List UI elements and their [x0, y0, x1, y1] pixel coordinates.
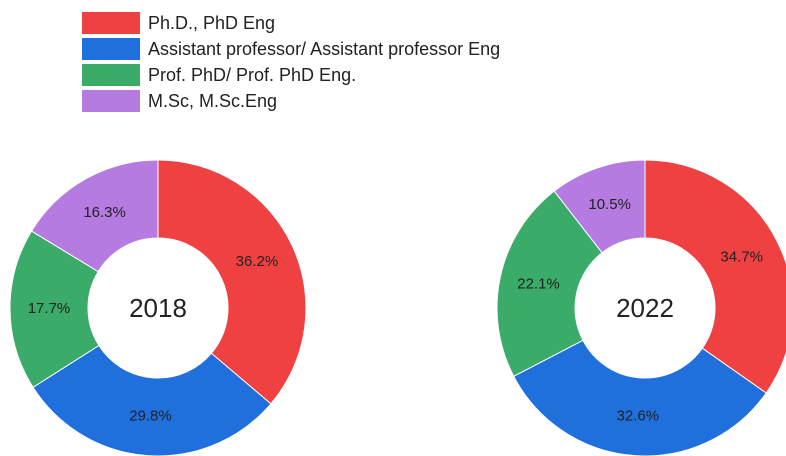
slice	[157, 159, 307, 405]
slice-label: 16.3%	[83, 204, 126, 221]
slice-label: 10.5%	[588, 196, 631, 213]
slice-label: 36.2%	[236, 253, 279, 270]
slice-label: 22.1%	[517, 276, 560, 293]
legend-label: Prof. PhD/ Prof. PhD Eng.	[148, 65, 356, 85]
slice	[496, 190, 603, 377]
slice	[553, 159, 646, 254]
legend-label: M.Sc, M.Sc.Eng	[148, 91, 277, 111]
legend-swatch	[82, 64, 140, 86]
slice-label: 32.6%	[617, 408, 660, 425]
legend-label: Ph.D., PhD Eng	[148, 13, 275, 33]
slice	[32, 344, 272, 456]
legend-label: Assistant professor/ Assistant professor…	[148, 39, 500, 59]
center-label: 2022	[616, 293, 674, 323]
legend-swatch	[82, 90, 140, 112]
slice	[644, 159, 786, 394]
slice-label: 34.7%	[720, 249, 763, 266]
slice-label: 29.8%	[129, 408, 172, 425]
slice-label: 17.7%	[28, 300, 71, 317]
slice	[30, 159, 159, 273]
legend-swatch	[82, 38, 140, 60]
legend-swatch	[82, 12, 140, 34]
center-label: 2018	[129, 293, 187, 323]
slice	[513, 339, 767, 456]
slice	[9, 230, 100, 388]
